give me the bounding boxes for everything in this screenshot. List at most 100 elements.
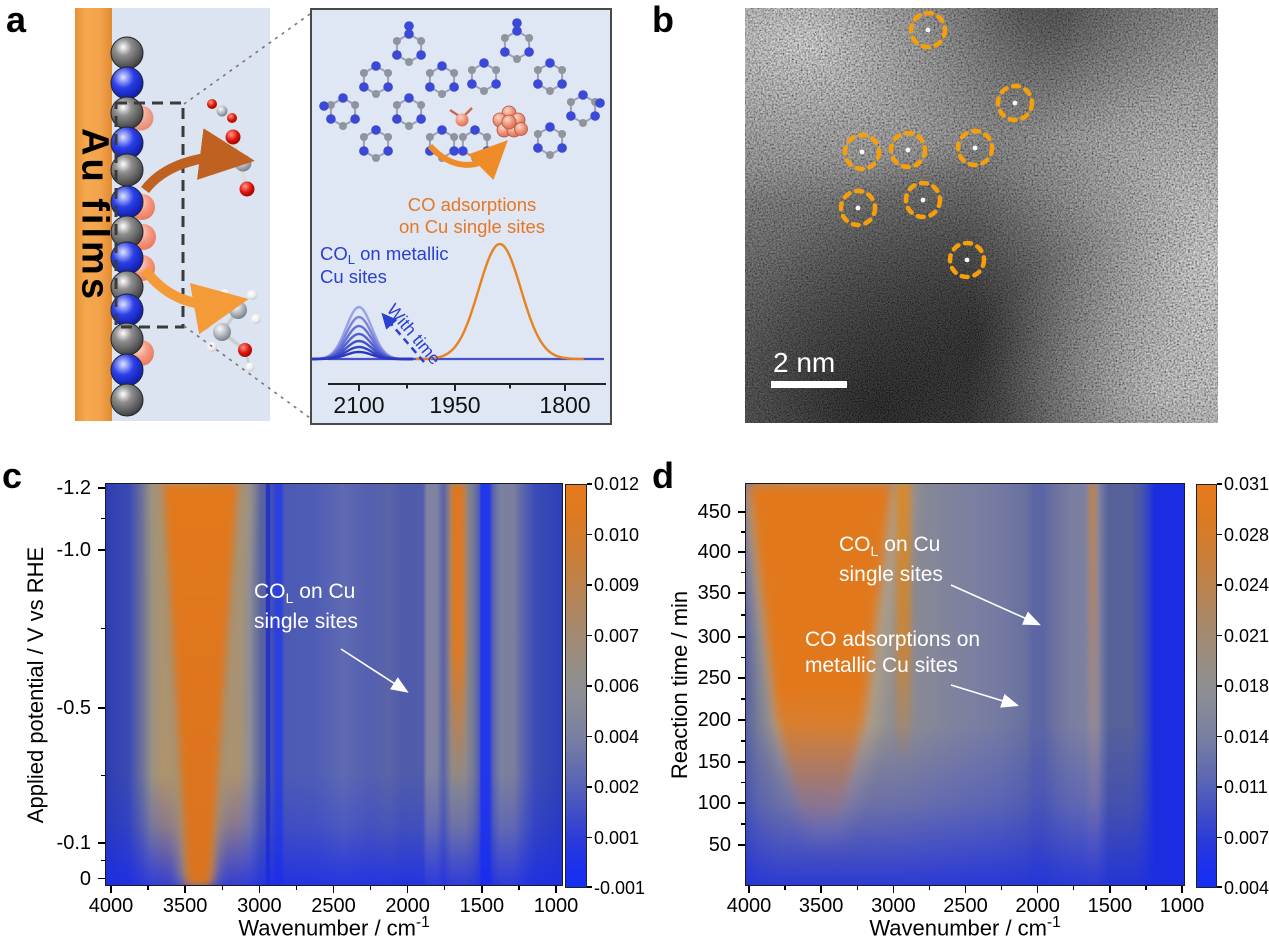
- heatmap-d-annotation-1: COL on Cu single sites: [839, 532, 943, 587]
- panel-d-x-minor-tick: [1073, 886, 1075, 890]
- panel-d-y-tick-label: 450: [697, 501, 731, 524]
- annotation-text: CO: [839, 533, 871, 556]
- panel-d-cbar-tick: [1217, 685, 1222, 687]
- panel-c-y-tick: [98, 487, 105, 489]
- panel-d-x-tick-label: 1500: [1087, 895, 1133, 917]
- panel-d-y-tick: [738, 844, 745, 846]
- panel-d-y-tick: [738, 719, 745, 721]
- panel-d-x-tick: [1181, 886, 1183, 893]
- panel-c-x-minor-tick: [147, 886, 149, 890]
- panel-c-y-minor-tick: [100, 860, 105, 862]
- panel-d-y-tick: [738, 761, 745, 763]
- panel-d-x-tick-label: 3000: [871, 895, 916, 917]
- heatmap-d-annotation-2: CO adsorptions on metallic Cu sites: [805, 627, 980, 678]
- single-atom-circle-marker: [838, 188, 878, 228]
- panel-d-x-tick: [820, 886, 822, 893]
- panel-c-cbar-tick: [587, 533, 592, 536]
- inset-spectra-curves: [304, 242, 604, 361]
- panel-c-y-title: Applied potential / V vs RHE: [23, 546, 48, 824]
- panel-d-x-tick: [748, 886, 750, 893]
- panel-c-cbar-label: 0.002: [594, 777, 640, 797]
- panel-d-y-tick: [738, 592, 745, 594]
- panel-c-y-tick: [98, 549, 105, 551]
- panel-d-y-minor-tick: [740, 698, 745, 700]
- scale-bar-label: 2 nm: [773, 347, 835, 378]
- panel-c-x-tick: [332, 886, 335, 893]
- panel-c-y-tick-label: -1.0: [56, 538, 91, 561]
- panel-c-y-minor-tick: [100, 518, 105, 520]
- single-atom-circle-marker: [903, 180, 943, 220]
- panel-c-x-tick: [481, 886, 483, 893]
- with-time-arrow: [381, 312, 425, 363]
- panel-c-y-tick-label: -1.2: [56, 476, 91, 499]
- single-atom-dot: [920, 197, 926, 203]
- spectrum-curve: [415, 242, 584, 361]
- panel-c-cbar-tick: [587, 786, 592, 788]
- panel-c-cbar-tick: [587, 483, 592, 485]
- panel-c-cbar-tick: [587, 886, 592, 888]
- heatmap-c-annotation: COL on Cu single sites: [254, 579, 358, 634]
- panel-d-y-tick: [738, 802, 745, 804]
- stem-noise-speckle: [745, 8, 1218, 423]
- panel-c-x-tick-label: 1000: [533, 895, 579, 917]
- panel-c-x-tick: [555, 886, 557, 893]
- single-atom-dot: [925, 27, 931, 33]
- panel-c-cbar-label: 0.006: [594, 676, 640, 696]
- panel-d-x-tick: [1109, 886, 1111, 893]
- panel-d-cbar-label: 0.028: [1224, 524, 1269, 545]
- panel-c-cbar-label: 0.001: [594, 827, 640, 848]
- panel-d-x-tick-label: 3500: [798, 895, 844, 917]
- panel-d-x-tick: [892, 886, 895, 893]
- migration-arrow: [427, 140, 508, 180]
- panel-d-y-tick: [738, 511, 745, 513]
- cu-cluster: [492, 105, 528, 138]
- panel-d-x-tick: [1036, 886, 1039, 893]
- panel-d-y-tick: [738, 636, 745, 638]
- inset-blue-annotation-line1: COL on metallic: [320, 243, 449, 267]
- inset-x-axis: [328, 383, 606, 391]
- product-out-arrow: [141, 266, 249, 335]
- annotation-line2: single sites: [839, 562, 943, 586]
- panel-c-cbar-tick: [587, 685, 592, 687]
- panel-d-cbar-label: 0.018: [1224, 676, 1269, 696]
- au-film-bar: Au films: [73, 8, 115, 421]
- single-atom-markers: [838, 10, 1035, 280]
- panel-c-cbar-tick: [587, 584, 592, 586]
- annotation-text: on Cu: [878, 533, 941, 556]
- panel-d-cbar-label: 0.014: [1224, 726, 1269, 747]
- panel-d-y-tick-label: 200: [697, 708, 731, 731]
- heatmap-c-orange-band: [158, 484, 242, 885]
- panel-d-cbar-tick: [1217, 584, 1222, 586]
- panel-c-x-minor-tick: [518, 886, 520, 890]
- single-atom-dot: [972, 145, 978, 151]
- heatmap-panel-d: COL on Cu single sites CO adsorptions on…: [745, 483, 1185, 886]
- panel-a-label: a: [6, 0, 27, 40]
- single-atom-circle-marker: [842, 132, 882, 172]
- panel-c-cbar-label: -0.001: [594, 878, 646, 898]
- panel-d-x-tick: [964, 886, 967, 893]
- panel-c-x-tick-label: 3500: [162, 895, 208, 917]
- panel-a-inset: CO adsorptions on Cu single sites COL on…: [304, 8, 612, 425]
- panel-c-x-tick-label: 1500: [459, 895, 505, 917]
- panel-c-cbar-label: 0.004: [594, 726, 640, 747]
- panel-d-x-tick-label: 1000: [1159, 895, 1205, 917]
- annotation-text: CO: [254, 580, 286, 603]
- panel-c-y-minor-tick: [100, 628, 105, 630]
- panel-d-x-minor-tick: [1145, 886, 1147, 890]
- single-atom-circle-marker: [888, 130, 928, 170]
- annotation-line2: single sites: [254, 609, 358, 633]
- single-atom-dot: [964, 257, 970, 263]
- panel-d-cbar-tick: [1217, 533, 1222, 536]
- panel-c-label: c: [2, 455, 23, 496]
- panel-d-x-minor-tick: [784, 886, 786, 890]
- zoom-connector-lines: [183, 13, 311, 419]
- panel-d-y-tick-label: 300: [697, 625, 731, 648]
- panel-c-cbar-label: 0.007: [594, 625, 640, 646]
- panel-c-x-minor-tick: [444, 886, 446, 890]
- panel-b-label: b: [652, 0, 674, 40]
- panel-c-y-tick-label: -0.5: [56, 696, 91, 719]
- panel-c-cbar-label: 0.012: [594, 474, 640, 494]
- inset-xtick-1800: 1800: [539, 392, 590, 418]
- panel-c-x-minor-tick: [221, 886, 223, 890]
- single-atom-circle-marker: [947, 240, 987, 280]
